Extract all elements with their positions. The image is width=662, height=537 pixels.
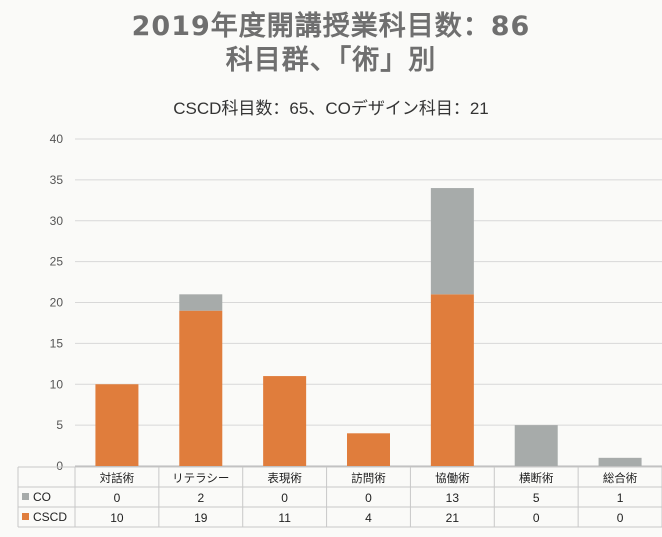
table-cell-co: 13: [446, 491, 460, 505]
table-cell-co: 0: [114, 491, 121, 505]
chart-title-line2: 科目群、「術」別: [225, 45, 437, 76]
table-cell-co: 5: [533, 491, 540, 505]
table-cell-co: 2: [197, 491, 204, 505]
bar-cscd: [179, 310, 223, 466]
y-tick-label: 0: [56, 459, 63, 473]
bar-co: [598, 457, 642, 466]
bar-co: [430, 188, 474, 295]
table-cell-cscd: 4: [365, 511, 372, 525]
x-category-label: 総合術: [603, 471, 638, 485]
legend-key-cscd: [22, 513, 29, 520]
x-category-label: 協働術: [435, 471, 470, 485]
table-cell-cscd: 21: [446, 511, 460, 525]
table-cell-cscd: 19: [194, 511, 208, 525]
x-category-label: 横断術: [519, 471, 554, 485]
x-category-label: リテラシー: [172, 471, 229, 485]
bar-co: [179, 294, 223, 311]
y-tick-label: 35: [50, 173, 64, 187]
y-tick-label: 30: [50, 214, 64, 228]
bar-cscd: [95, 384, 139, 466]
y-tick-label: 5: [56, 418, 63, 432]
table-cell-cscd: 0: [617, 511, 624, 525]
y-tick-label: 25: [50, 255, 64, 269]
chart-subtitle: CSCD科目数：65、COデザイン科目：21: [173, 99, 489, 118]
legend-key-co: [22, 493, 29, 500]
y-tick-label: 10: [50, 377, 64, 391]
y-tick-label: 15: [50, 336, 64, 350]
bar-cscd: [263, 376, 307, 466]
bar-cscd: [347, 433, 390, 466]
y-tick-label: 20: [50, 296, 64, 310]
x-category-label: 対話術: [100, 471, 135, 485]
x-category-label: 訪問術: [351, 471, 386, 485]
y-tick-label: 40: [50, 132, 64, 146]
table-cell-cscd: 11: [278, 511, 291, 525]
bar-cscd: [430, 294, 474, 466]
legend-label-cscd: CSCD: [33, 510, 67, 524]
chart-title: 2019年度開講授業科目数：86: [131, 11, 531, 42]
table-cell-co: 0: [281, 491, 288, 505]
x-category-label: 表現術: [267, 471, 302, 485]
table-cell-cscd: 10: [110, 511, 124, 525]
table-cell-cscd: 0: [533, 511, 540, 525]
legend-label-co: CO: [33, 490, 51, 504]
table-cell-co: 0: [365, 491, 372, 505]
table-cell-co: 1: [617, 491, 624, 505]
bar-co: [514, 425, 558, 466]
